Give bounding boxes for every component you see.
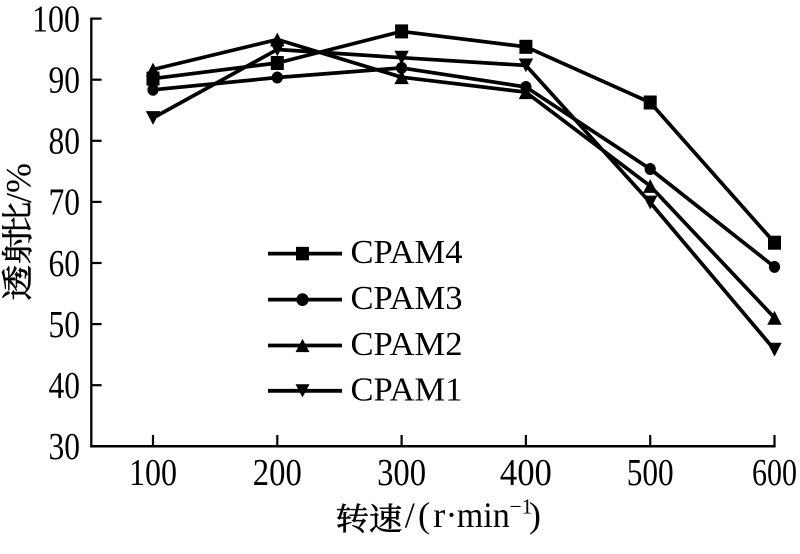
svg-text:100: 100 (129, 452, 177, 494)
svg-text:200: 200 (253, 452, 302, 494)
svg-text:50: 50 (49, 304, 81, 346)
svg-text:CPAM4: CPAM4 (351, 234, 463, 271)
svg-text:CPAM2: CPAM2 (351, 326, 463, 363)
svg-text:100: 100 (32, 0, 80, 40)
svg-text:90: 90 (49, 60, 81, 102)
svg-text:−1: −1 (510, 494, 533, 518)
svg-text:CPAM3: CPAM3 (351, 280, 463, 317)
svg-text:/%: /% (0, 163, 39, 203)
svg-text:min: min (457, 495, 510, 535)
svg-text:600: 600 (752, 452, 797, 494)
svg-text:/(r: /(r (405, 495, 446, 535)
svg-text:): ) (529, 495, 541, 535)
svg-text:80: 80 (49, 121, 81, 163)
svg-text:40: 40 (49, 365, 81, 407)
svg-text:CPAM1: CPAM1 (351, 371, 463, 408)
svg-text:400: 400 (500, 452, 552, 494)
svg-text:500: 500 (627, 452, 674, 494)
svg-text:·: · (446, 495, 458, 535)
svg-text:300: 300 (377, 452, 426, 494)
svg-text:70: 70 (49, 182, 81, 224)
svg-text:30: 30 (49, 426, 81, 468)
svg-text:60: 60 (49, 243, 81, 285)
